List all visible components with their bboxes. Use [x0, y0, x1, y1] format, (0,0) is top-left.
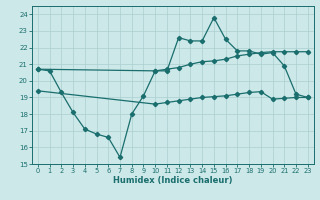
X-axis label: Humidex (Indice chaleur): Humidex (Indice chaleur)	[113, 176, 233, 185]
